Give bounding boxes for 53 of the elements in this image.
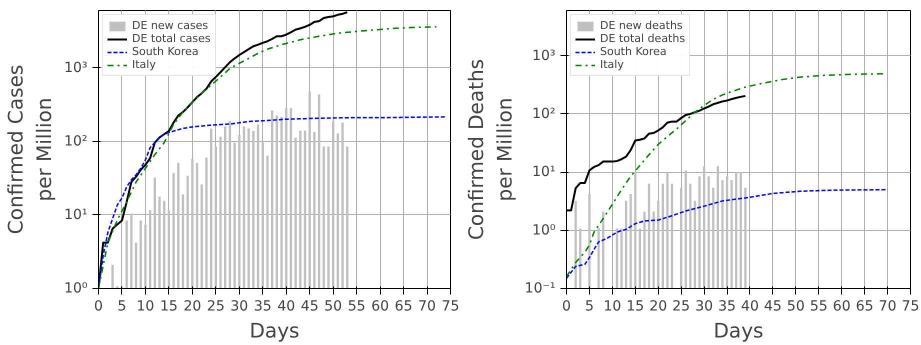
x-tick-label: 50 <box>786 298 805 314</box>
x-tick-label: 5 <box>584 298 594 314</box>
x-tick-label: 30 <box>230 298 248 314</box>
x-tick-label: 70 <box>418 298 436 314</box>
x-axis-title: Days <box>714 318 764 342</box>
legend-label: South Korea <box>132 45 199 58</box>
y-tick-label: 10⁰ <box>64 280 88 296</box>
x-tick-label: 60 <box>832 298 851 314</box>
x-tick-label: 40 <box>277 298 296 314</box>
x-tick-label: 50 <box>324 298 342 314</box>
y-tick-label: 10³ <box>64 60 88 76</box>
x-tick-label: 20 <box>183 298 202 314</box>
y-tick-label: 10⁻¹ <box>524 280 556 296</box>
x-tick-label: 25 <box>672 298 690 314</box>
x-tick-label: 35 <box>718 298 736 314</box>
x-tick-label: 10 <box>136 298 154 314</box>
x-tick-label: 15 <box>626 298 644 314</box>
y-tick-label: 10² <box>64 133 88 150</box>
x-tick-label: 10 <box>603 298 622 314</box>
x-tick-label: 70 <box>878 298 896 314</box>
y-tick-label: 10¹ <box>64 206 88 223</box>
legend-label: DE new deaths <box>600 19 683 32</box>
x-tick-label: 0 <box>94 298 103 314</box>
y-tick-label: 10² <box>532 106 556 122</box>
legend-label: DE total cases <box>132 32 211 45</box>
legend-label: Italy <box>600 58 624 71</box>
x-tick-label: 45 <box>764 298 782 314</box>
y-axis-title: Confirmed Cases per Million <box>3 64 56 234</box>
x-tick-label: 45 <box>300 298 319 314</box>
legend-label: Italy <box>132 58 156 71</box>
x-axis-title: Days <box>250 318 300 342</box>
x-tick-label: 20 <box>649 298 668 314</box>
x-tick-label: 75 <box>442 298 460 314</box>
x-tick-label: 0 <box>562 298 571 314</box>
legend-label: DE total deaths <box>600 32 686 45</box>
y-axis-title: Confirmed Deaths per Million <box>464 58 517 240</box>
x-tick-label: 65 <box>394 298 412 314</box>
x-tick-label: 55 <box>348 298 366 314</box>
y-tick-label: 10⁰ <box>532 222 556 238</box>
x-tick-label: 25 <box>206 298 225 314</box>
x-tick-label: 60 <box>371 298 390 314</box>
x-tick-label: 40 <box>741 298 759 314</box>
x-tick-label: 30 <box>695 298 714 314</box>
y-tick-label: 10³ <box>532 48 556 64</box>
x-tick-label: 15 <box>160 298 178 314</box>
x-tick-label: 65 <box>856 298 874 314</box>
legend-label: South Korea <box>600 45 667 58</box>
legend-label: DE new cases <box>132 19 208 32</box>
x-tick-label: 35 <box>254 298 272 314</box>
y-tick-label: 10¹ <box>532 164 556 180</box>
x-tick-label: 55 <box>810 298 828 314</box>
x-tick-label: 5 <box>118 298 126 314</box>
x-tick-label: 75 <box>902 298 920 314</box>
